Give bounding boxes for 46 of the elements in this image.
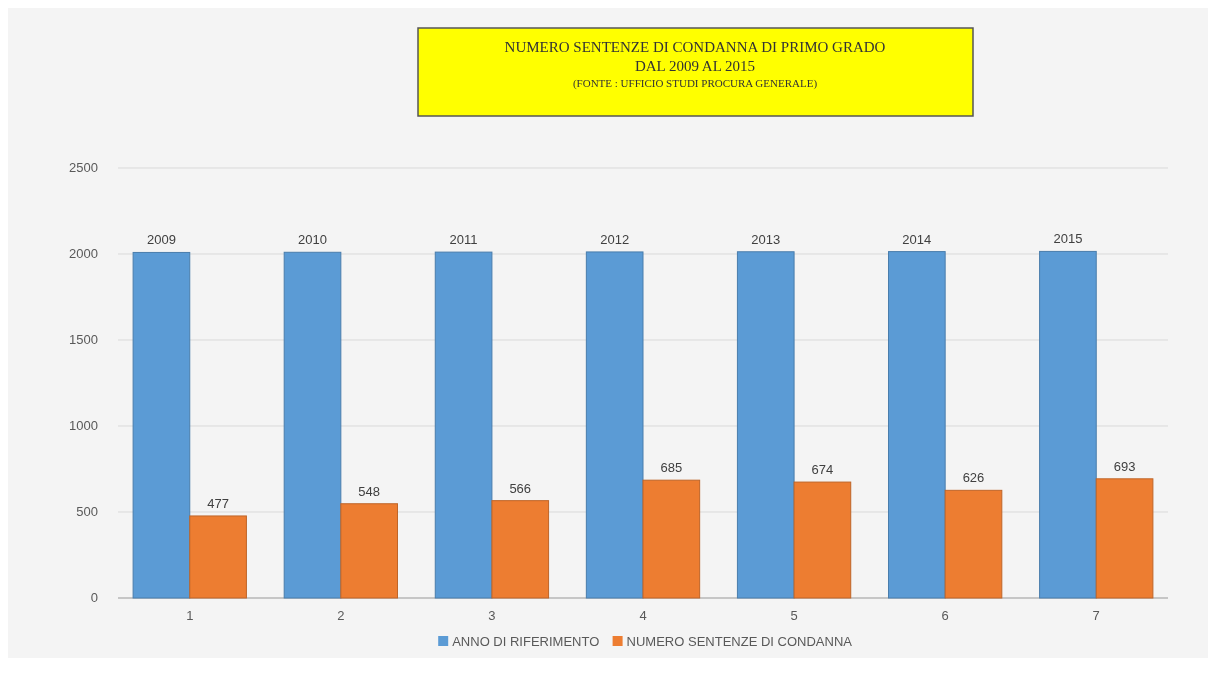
data-label: 626 — [962, 470, 985, 486]
x-tick-label: 1 — [186, 608, 194, 623]
bar — [793, 481, 852, 599]
y-tick-label: 1500 — [69, 332, 98, 347]
bar — [736, 251, 795, 599]
y-tick-label: 500 — [76, 504, 98, 519]
x-tick-label: 3 — [488, 608, 496, 623]
x-tick-label: 5 — [790, 608, 798, 623]
x-tick-label: 6 — [941, 608, 949, 623]
data-label: 548 — [358, 483, 381, 499]
bar — [642, 479, 701, 599]
data-label: 685 — [660, 460, 683, 476]
bar — [340, 503, 398, 599]
data-label: 477 — [207, 495, 229, 511]
chart-title: NUMERO SENTENZE DI CONDANNA DI PRIMO GRADO — [504, 39, 886, 55]
text: (FONTE : UFFICIO STUDI PROCURA GENERALE) — [572, 77, 818, 90]
data-label: 2010 — [298, 232, 327, 248]
bar — [434, 251, 493, 599]
bar — [1095, 478, 1154, 599]
bar — [189, 515, 247, 599]
data-label: 2014 — [902, 231, 932, 247]
x-tick-label: 7 — [1092, 608, 1100, 623]
data-label: 566 — [509, 480, 532, 496]
legend-label: ANNO DI RIFERIMENTO — [452, 634, 600, 649]
x-tick-label: 2 — [337, 608, 345, 623]
data-label: 693 — [1113, 458, 1136, 474]
data-label: 2013 — [751, 231, 781, 247]
y-tick-label: 2500 — [69, 160, 98, 175]
data-label: 2011 — [449, 232, 478, 248]
y-tick-label: 0 — [90, 590, 98, 605]
bar — [888, 251, 946, 599]
legend-label: NUMERO SENTENZE DI CONDANNA — [626, 634, 853, 649]
bar — [491, 500, 550, 599]
x-tick-label: 4 — [639, 608, 647, 623]
bar — [944, 489, 1003, 599]
bar — [1039, 250, 1097, 599]
bar — [283, 251, 342, 599]
bar — [585, 251, 644, 599]
bar — [132, 251, 191, 599]
data-label: 2012 — [600, 231, 630, 247]
data-label: 2009 — [146, 232, 176, 248]
y-tick-label: 1000 — [69, 418, 98, 433]
data-label: 674 — [811, 462, 834, 478]
y-tick-label: 2000 — [69, 246, 98, 261]
chart-subtitle: DAL 2009 AL 2015 — [634, 58, 756, 74]
data-label: 2015 — [1053, 231, 1083, 247]
